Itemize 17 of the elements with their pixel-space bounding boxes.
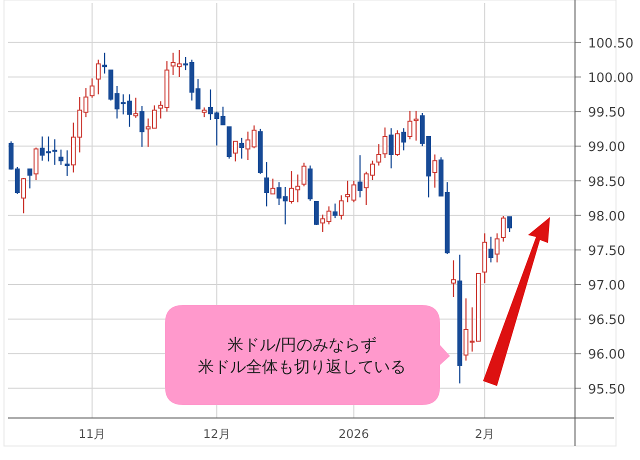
y-tick-label: 99.50 — [588, 106, 626, 121]
y-tick-label: 100.50 — [588, 36, 634, 52]
y-tick-label: 96.50 — [588, 313, 626, 328]
x-tick-label: 2月 — [474, 427, 494, 441]
annotation: 米ドル/円のみならず — [227, 335, 377, 354]
y-tick-label: 97.50 — [588, 244, 626, 259]
x-tick-label: 11月 — [78, 427, 106, 441]
y-tick-label: 95.50 — [588, 382, 626, 398]
x-tick-label: 12月 — [203, 427, 230, 441]
y-tick-label: 98.00 — [588, 209, 626, 224]
y-tick-label: 100.00 — [588, 71, 634, 86]
y-tick-label: 97.00 — [588, 278, 626, 294]
x-tick-label: 2026 — [338, 427, 370, 441]
y-tick-label: 96.00 — [588, 348, 626, 363]
y-tick-label: 98.50 — [588, 174, 626, 190]
annotation: 米ドル全体も切り返している — [198, 357, 406, 376]
y-tick-label: 99.00 — [588, 140, 626, 156]
